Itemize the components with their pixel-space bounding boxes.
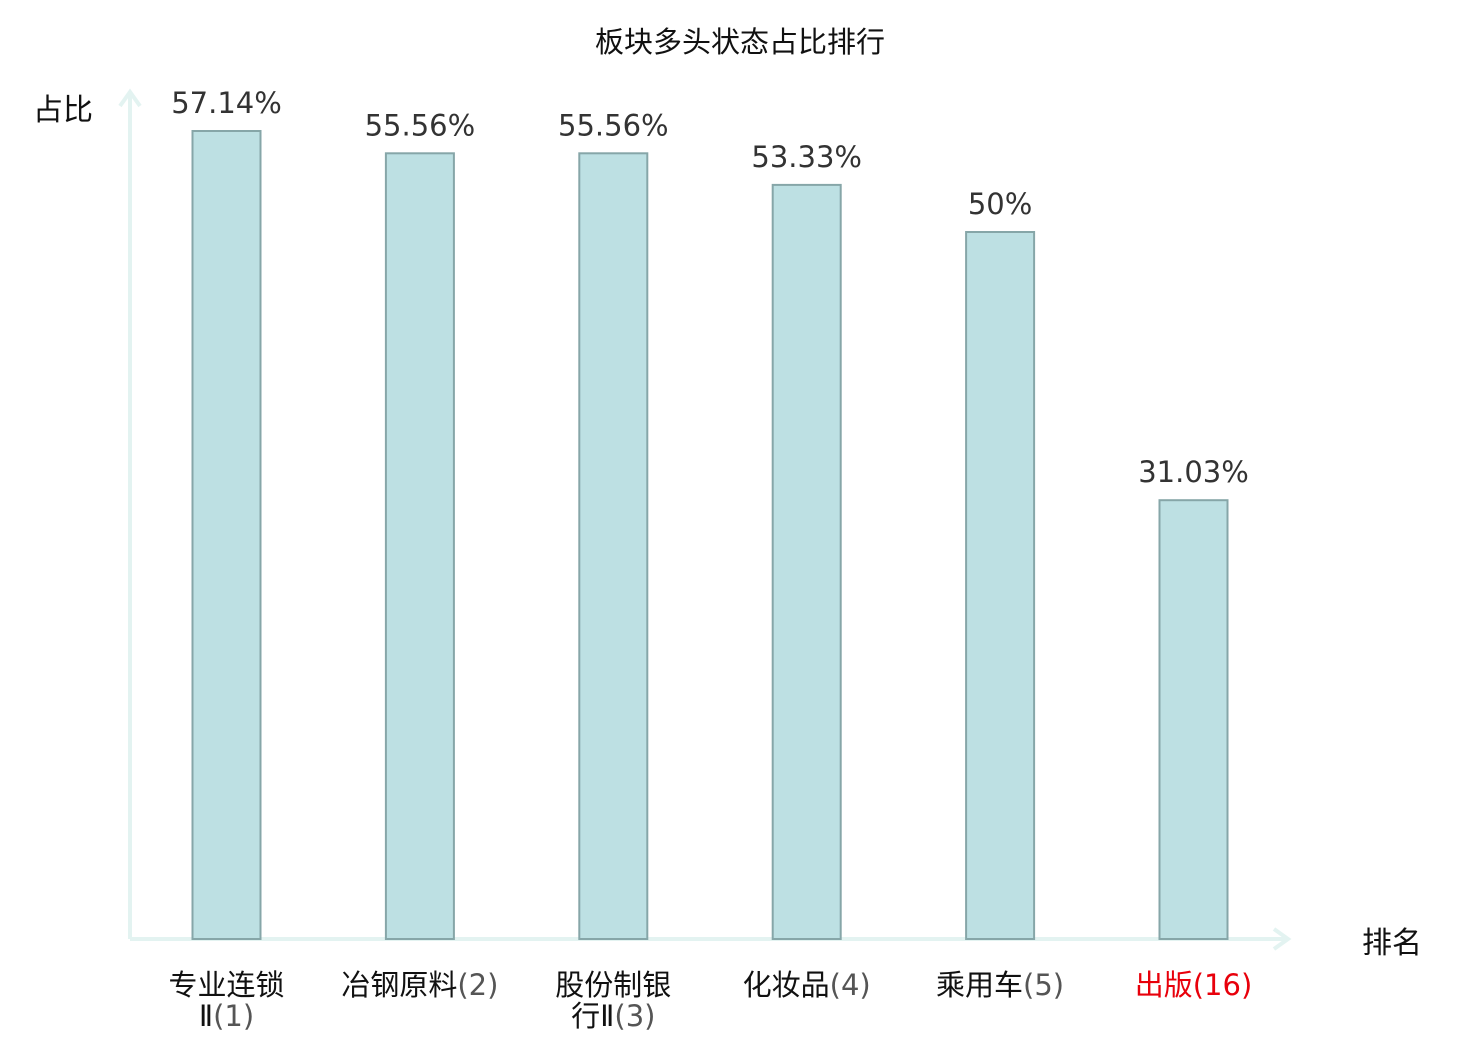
x-tick-name-1-2: Ⅱ (199, 999, 213, 1033)
x-tick-name-6-1: 出版 (1135, 968, 1193, 1002)
x-tick-name-3-2: 行Ⅱ (571, 999, 614, 1033)
bar-3 (578, 152, 649, 941)
bar-5 (965, 231, 1036, 940)
x-axis-label: 排名 (1362, 926, 1422, 961)
x-tick-label-3-line-1: 股份制银 (555, 968, 671, 1002)
value-label-1: 57.14% (171, 86, 282, 120)
x-tick-label-3-line-2: 行Ⅱ(3) (571, 999, 655, 1033)
chart-title: 板块多头状态占比排行 (595, 25, 885, 59)
bar-6 (1158, 499, 1229, 940)
bar-1 (191, 130, 262, 940)
y-axis-arrow (118, 88, 142, 108)
x-axis-arrow (1272, 927, 1292, 951)
x-tick-name-2-1: 冶钢原料 (341, 968, 457, 1002)
x-tick-rank-3: (3) (614, 999, 655, 1033)
x-tick-rank-4: (4) (830, 968, 871, 1002)
value-label-2: 55.56% (365, 108, 476, 142)
y-axis-label: 占比 (33, 93, 93, 128)
x-tick-name-5-1: 乘用车 (936, 968, 1023, 1002)
x-tick-rank-2: (2) (457, 968, 498, 1002)
x-tick-label-5-line-1: 乘用车(5) (936, 968, 1064, 1002)
value-label-3: 55.56% (558, 108, 669, 142)
x-tick-label-4-line-1: 化妆品(4) (743, 968, 871, 1002)
x-tick-label-6-line-1: 出版(16) (1135, 968, 1253, 1002)
value-label-6: 31.03% (1138, 455, 1249, 489)
bars-group (191, 130, 1229, 941)
x-tick-label-2-line-1: 冶钢原料(2) (341, 968, 498, 1002)
value-labels-group: 57.14% 55.56% 55.56% 53.33% 50% 31.03% (171, 86, 1249, 489)
x-tick-rank-5: (5) (1023, 968, 1064, 1002)
x-tick-label-1-line-1: 专业连锁 (168, 968, 284, 1002)
x-tick-label-1-line-2: Ⅱ(1) (199, 999, 254, 1033)
x-tick-name-4-1: 化妆品 (743, 968, 830, 1002)
value-label-5: 50% (968, 187, 1032, 221)
x-tick-rank-6: (16) (1193, 968, 1253, 1002)
bar-2 (384, 152, 455, 941)
x-tick-name-1-1: 专业连锁 (168, 968, 284, 1002)
x-tick-rank-1: (1) (213, 999, 254, 1033)
x-tick-name-3-1: 股份制银 (555, 968, 671, 1002)
value-label-4: 53.33% (751, 140, 862, 174)
bar-4 (771, 183, 842, 940)
